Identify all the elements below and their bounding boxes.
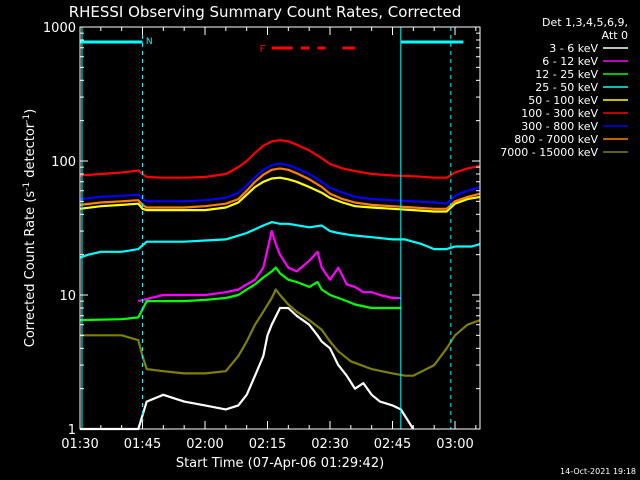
x-tick-label-2: 02:00	[186, 437, 223, 452]
legend-label-0: 3 - 6 keV	[549, 42, 598, 55]
legend-header-2: Att 0	[602, 29, 628, 42]
y-tick-label-2: 100	[51, 155, 76, 170]
legend-label-3: 25 - 50 keV	[535, 81, 598, 94]
x-tick-label-5: 02:45	[374, 437, 411, 452]
overlay-layer: NF	[80, 27, 464, 429]
chart-title: RHESSI Observing Summary Count Rates, Co…	[69, 3, 462, 21]
legend-label-6: 300 - 800 keV	[521, 120, 598, 133]
legend-header-1: Det 1,3,4,5,6,9,	[542, 16, 628, 29]
series-line-7	[79, 167, 481, 210]
y-axis-label-sup1: -1	[22, 182, 32, 191]
legend-label-8: 7000 - 15000 keV	[500, 146, 598, 159]
y-tick-label-0: 1	[68, 423, 76, 438]
y-axis-label-mid: detector	[23, 122, 38, 182]
x-axis-label: Start Time (07-Apr-06 01:29:42)	[176, 456, 384, 471]
series-layer	[79, 139, 481, 431]
series-line-3	[79, 221, 481, 259]
y-tick-label-1: 10	[59, 289, 76, 304]
date-stamp: 14-Oct-2021 19:18	[560, 467, 636, 476]
x-axis: 01:30 01:45 02:00 02:15 02:30 02:45 03:00	[61, 27, 477, 452]
series-line-5	[79, 139, 481, 179]
legend-label-2: 12 - 25 keV	[535, 68, 598, 81]
plot-frame	[79, 26, 481, 430]
x-tick-label-4: 02:30	[311, 437, 348, 452]
series-line-2	[79, 266, 401, 322]
series-line-4	[79, 176, 481, 213]
night-label: N	[146, 37, 153, 47]
y-tick-label-3: 1000	[43, 21, 76, 36]
y-axis-label-sup2: -1	[22, 114, 32, 123]
series-line-1	[138, 230, 401, 303]
x-tick-label-0: 01:30	[61, 437, 98, 452]
flare-label: F	[260, 44, 266, 55]
legend-label-4: 50 - 100 keV	[528, 94, 598, 107]
y-axis-label: Corrected Count Rate (s-1 detector-1)	[22, 109, 38, 347]
legend-label-1: 6 - 12 keV	[542, 55, 598, 68]
x-tick-label-1: 01:45	[124, 437, 161, 452]
y-axis: 1 10 100 1000	[43, 21, 480, 438]
x-tick-label-6: 03:00	[436, 437, 473, 452]
legend-label-7: 800 - 7000 keV	[514, 133, 598, 146]
x-tick-label-3: 02:15	[249, 437, 286, 452]
y-axis-label-end: )	[23, 109, 38, 114]
legend-label-5: 100 - 300 keV	[521, 107, 598, 120]
y-axis-label-main: Corrected Count Rate (s	[23, 191, 38, 348]
series-line-0	[80, 306, 415, 431]
series-line-6	[79, 162, 481, 205]
series-line-8	[80, 288, 481, 377]
